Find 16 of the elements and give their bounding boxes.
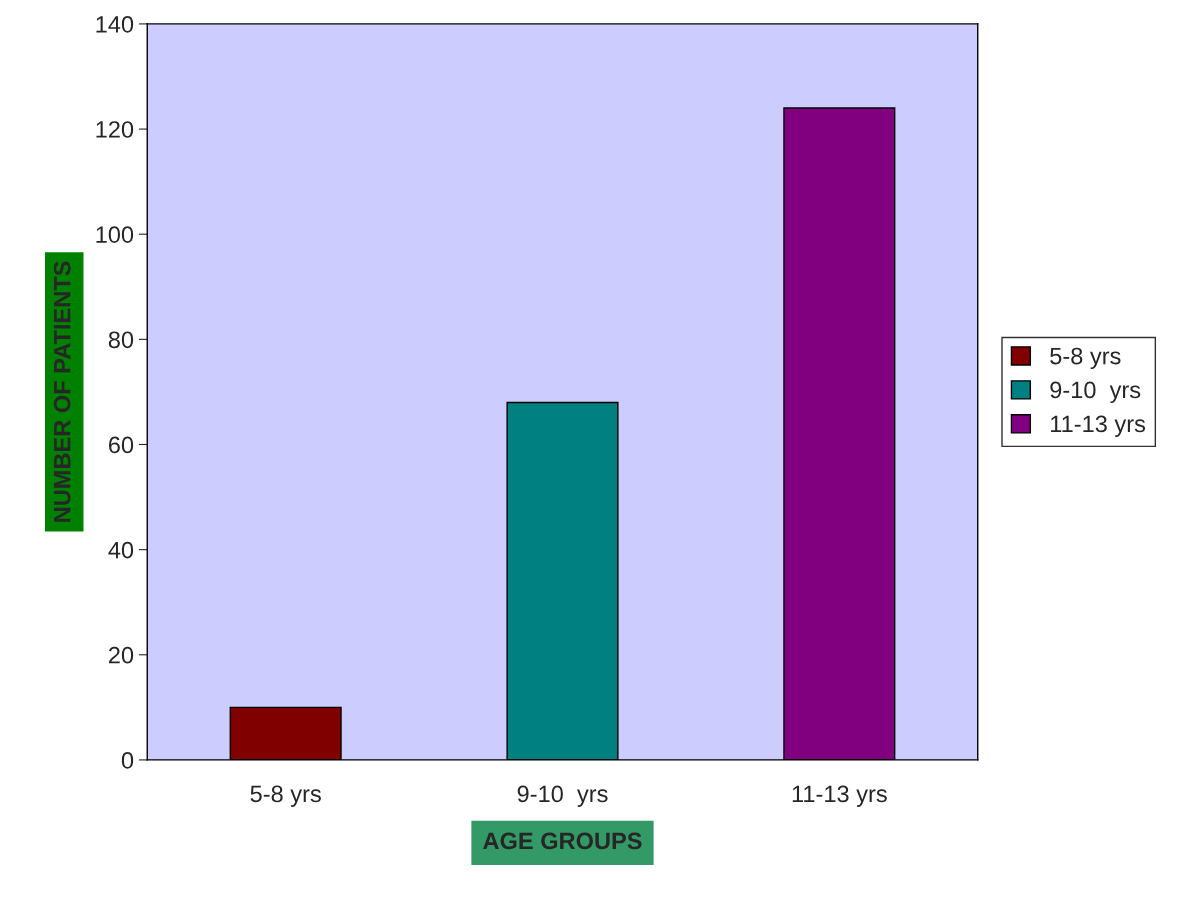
x-tick-label: 9-10 yrs	[517, 785, 608, 807]
y-tick-label: 120	[96, 121, 134, 138]
y-tick-label: 140	[96, 15, 134, 33]
y-tick-label: 100	[96, 226, 134, 243]
y-axis-title: NUMBER OF PATIENTS	[53, 261, 71, 522]
x-axis-title: AGE GROUPS	[483, 832, 642, 850]
y-tick-label: 20	[108, 646, 134, 664]
y-tick-label: 80	[108, 331, 134, 349]
legend-label: 11-13 yrs	[1051, 415, 1146, 437]
y-tick-label: 40	[108, 541, 134, 559]
x-tick-label: 5-8 yrs	[250, 785, 321, 807]
y-tick-label: 60	[108, 436, 134, 454]
legend-label: 9-10 yrs	[1050, 381, 1141, 403]
y-tick-label: 0	[121, 751, 134, 769]
legend-label: 5-8 yrs	[1050, 347, 1121, 370]
x-tick-label: 11-13 yrs	[792, 785, 887, 807]
